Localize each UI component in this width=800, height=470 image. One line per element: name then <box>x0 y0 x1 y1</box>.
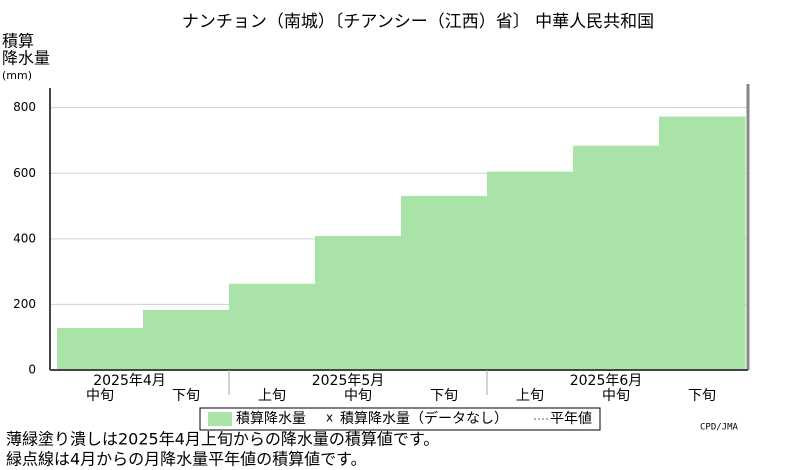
legend-box <box>199 407 601 431</box>
chart-title: ナンチョン（南城）〔チアンシー（江西）省〕 中華人民共和国 <box>182 12 654 32</box>
y-tick-label: 600 <box>13 166 36 180</box>
bar <box>487 171 574 370</box>
bar <box>573 145 660 370</box>
month-label: 2025年4月 <box>93 373 166 389</box>
y-axis-label: (mm) <box>2 69 32 82</box>
legend-swatch <box>208 412 232 426</box>
legend-label: 積算降水量 <box>236 411 306 427</box>
legend-label: 積算降水量（データなし） <box>340 410 508 427</box>
x-tick-label: 下旬 <box>688 388 716 404</box>
x-tick-label: 中旬 <box>86 388 114 404</box>
legend-label: 平年値 <box>550 411 592 427</box>
x-tick-label: 上旬 <box>516 388 544 404</box>
legend-marker: x <box>326 411 333 425</box>
x-tick-label: 下旬 <box>172 388 200 404</box>
credit: CPD/JMA <box>700 423 739 433</box>
bar <box>57 328 144 370</box>
bar <box>143 309 230 370</box>
month-label: 2025年6月 <box>570 373 643 389</box>
note: 緑点線は4月からの月降水量平年値の積算値です。 <box>6 450 367 469</box>
x-tick-label: 上旬 <box>258 388 286 404</box>
bar <box>315 235 402 370</box>
bar <box>229 283 316 370</box>
bar <box>659 116 746 370</box>
note: 薄緑塗り潰しは2025年4月上旬からの降水量の積算値です。 <box>6 430 439 449</box>
x-tick-label: 中旬 <box>344 388 372 404</box>
y-tick-label: 400 <box>13 231 36 245</box>
y-tick-label: 200 <box>13 297 36 311</box>
x-tick-label: 下旬 <box>430 388 458 404</box>
y-axis-label: 積算 <box>2 32 34 51</box>
month-label: 2025年5月 <box>312 373 385 389</box>
y-axis-label: 降水量 <box>2 49 50 68</box>
y-tick-label: 0 <box>28 363 36 377</box>
bar <box>401 195 488 370</box>
y-tick-label: 800 <box>13 100 36 114</box>
x-tick-label: 中旬 <box>602 388 630 404</box>
